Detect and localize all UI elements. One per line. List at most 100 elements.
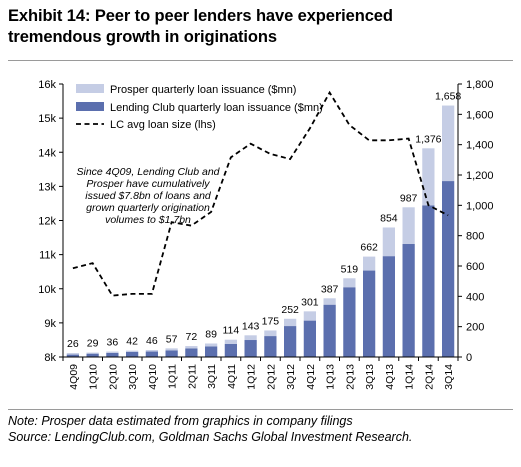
bar-prosper-4Q12 (303, 311, 316, 321)
footnote-source: Source: LendingClub.com, Goldman Sachs G… (8, 429, 413, 444)
bar-layer (66, 105, 455, 357)
total-label-1Q12: 143 (242, 320, 260, 332)
right-axis-tick-label: 600 (466, 261, 484, 273)
bar-lending-club-3Q11 (205, 346, 218, 357)
total-label-3Q13: 662 (360, 242, 378, 254)
legend-label-prosper: Prosper quarterly loan issuance ($mn) (110, 84, 296, 96)
bar-prosper-1Q13 (323, 298, 336, 305)
legend-label-lending-club: Lending Club quarterly loan issuance ($m… (110, 102, 323, 114)
total-label-3Q14: 1,658 (435, 91, 461, 103)
x-axis-tick-label: 2Q13 (344, 364, 356, 390)
left-axis-tick-label: 11k (39, 250, 56, 262)
annotation-line: volumes to $1.7bn (105, 214, 191, 226)
bar-prosper-3Q12 (284, 318, 297, 327)
left-axis-tick-label: 9k (44, 318, 56, 330)
title-divider (8, 60, 513, 61)
right-axis-tick-label: 400 (466, 291, 484, 303)
x-axis-tick-label: 2Q11 (186, 364, 198, 389)
x-axis-tick-label: 3Q12 (285, 364, 297, 390)
bar-lending-club-2Q11 (185, 348, 198, 357)
x-axis-tick-label: 1Q13 (325, 364, 337, 390)
x-axis-tick-label: 1Q14 (404, 364, 416, 390)
total-label-layer: 26 29 36 42 46 57 72 89 114 143 175252301387519662… (67, 91, 461, 351)
right-axis-tick-label: 1,400 (466, 140, 494, 152)
annotation-line: issued $7.8bn of loans and (85, 190, 212, 202)
total-label-4Q09: 26 (67, 338, 79, 350)
bar-lending-club-3Q13 (363, 270, 376, 357)
bar-lending-club-4Q10 (145, 351, 158, 357)
right-axis-tick-label: 1,800 (466, 79, 494, 91)
x-axis-tick-label: 1Q11 (167, 364, 179, 389)
bar-prosper-4Q11 (224, 339, 237, 344)
bar-lending-club-1Q14 (402, 244, 415, 357)
x-axis-tick-label: 3Q14 (443, 364, 455, 390)
left-axis-tick-label: 12k (38, 216, 56, 228)
footnote-divider (8, 409, 513, 410)
chart-legend: Prosper quarterly loan issuance ($mn) Len… (76, 84, 323, 131)
total-label-2Q12: 175 (262, 315, 280, 327)
bar-lending-club-4Q11 (224, 343, 237, 357)
x-axis-tick-label: 4Q12 (305, 364, 317, 390)
footnote-note: Note: Prosper data estimated from graphi… (8, 414, 353, 428)
x-axis-tick-label: 2Q12 (265, 364, 277, 390)
exhibit-title-line-2: tremendous growth in originations (8, 28, 277, 46)
total-label-3Q12: 252 (281, 304, 299, 316)
bar-lending-club-1Q11 (165, 350, 178, 357)
bar-prosper-3Q13 (363, 256, 376, 271)
total-label-4Q11: 114 (223, 325, 240, 337)
bar-prosper-3Q14 (442, 105, 455, 182)
bar-lending-club-2Q12 (264, 336, 277, 357)
legend-swatch-prosper (76, 84, 104, 93)
x-axis-tick-label: 4Q09 (68, 364, 80, 390)
x-axis-tick-label: 2Q14 (423, 364, 435, 390)
left-axis-tick-label: 15k (38, 113, 56, 125)
bar-lending-club-1Q13 (323, 304, 336, 357)
x-axis-tick-label: 4Q10 (147, 364, 159, 390)
bar-lending-club-1Q10 (86, 353, 99, 357)
x-axis-tick-label: 4Q11 (226, 364, 238, 389)
bar-prosper-2Q10 (106, 351, 119, 353)
axis-layer: 8k 9k 10k 11k 12k 13k 14k 15k 16k 0 200 400 600 800 1,… (38, 79, 493, 390)
total-label-1Q11: 57 (166, 333, 178, 345)
right-axis-tick-label: 1,200 (466, 170, 494, 182)
total-label-2Q11: 72 (186, 331, 198, 343)
bar-lending-club-3Q14 (442, 181, 455, 357)
right-axis-tick-label: 200 (466, 322, 484, 334)
exhibit-title: Exhibit 14: Peer to peer lenders have ex… (8, 6, 513, 48)
legend-swatch-lending-club (76, 102, 104, 111)
bar-prosper-3Q10 (126, 350, 139, 352)
total-label-2Q10: 36 (107, 337, 119, 349)
annotation-line: Prosper have cumulatively (86, 178, 210, 190)
bar-prosper-1Q12 (244, 335, 257, 341)
line-layer (72, 90, 449, 297)
bar-lending-club-3Q12 (284, 326, 297, 357)
total-label-4Q13: 854 (380, 212, 398, 224)
right-axis-tick-label: 0 (466, 352, 472, 364)
bar-prosper-4Q13 (382, 227, 395, 257)
left-axis-tick-label: 14k (38, 147, 56, 159)
bar-prosper-1Q10 (86, 352, 99, 354)
bar-lending-club-4Q09 (66, 354, 79, 357)
left-axis-tick-label: 16k (38, 79, 56, 91)
left-axis-tick-label: 10k (38, 284, 56, 296)
footnotes: Note: Prosper data estimated from graphi… (8, 414, 513, 445)
x-axis-tick-label: 1Q12 (246, 364, 258, 390)
total-label-4Q10: 46 (146, 335, 158, 347)
bar-prosper-3Q11 (205, 343, 218, 347)
x-axis-tick-label: 2Q10 (107, 364, 119, 390)
right-axis-tick-label: 1,000 (466, 200, 494, 212)
bar-lending-club-4Q12 (303, 320, 316, 357)
total-label-1Q10: 29 (87, 338, 99, 350)
bar-prosper-4Q09 (66, 353, 79, 355)
x-axis-tick-label: 4Q13 (384, 364, 396, 390)
total-label-1Q13: 387 (321, 283, 339, 295)
bar-lending-club-3Q10 (126, 351, 139, 357)
bar-lending-club-2Q14 (422, 205, 435, 357)
bar-prosper-4Q10 (145, 350, 158, 352)
bar-prosper-2Q12 (264, 330, 277, 337)
right-axis-tick-label: 1,600 (466, 109, 494, 121)
total-label-2Q13: 519 (341, 263, 359, 275)
bar-lending-club-2Q13 (343, 287, 356, 357)
